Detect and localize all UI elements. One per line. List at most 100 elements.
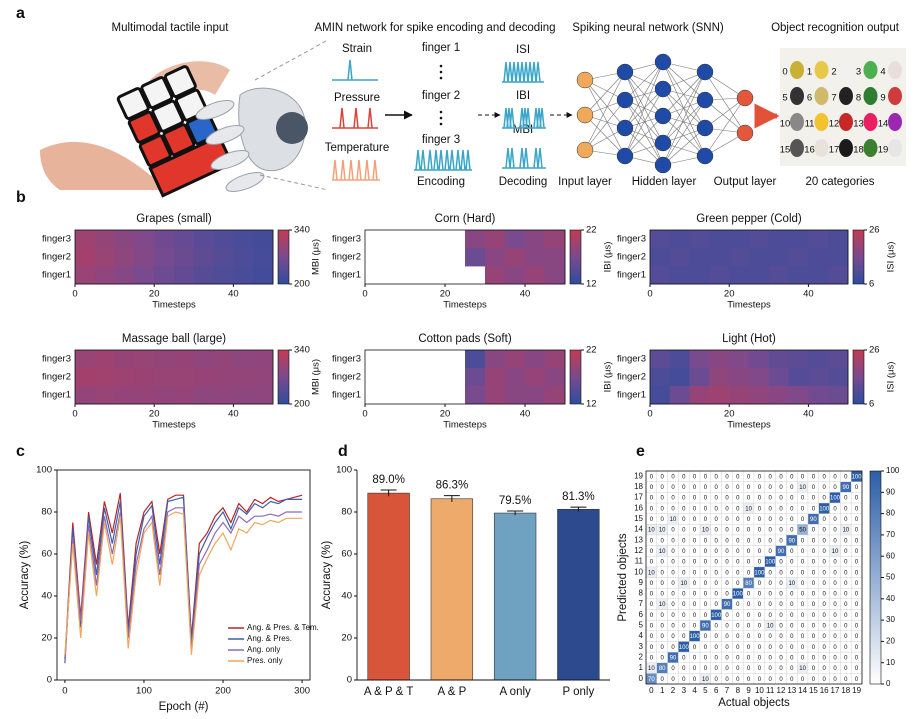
- object-id: 8: [856, 93, 861, 104]
- cell-value: 0: [812, 496, 816, 502]
- cell-value: 0: [833, 602, 837, 608]
- cell-value: 0: [801, 517, 805, 523]
- cell-value: 0: [758, 655, 762, 661]
- heat-cell: [545, 386, 566, 405]
- bar: [557, 508, 600, 681]
- cell-value: 0: [844, 538, 848, 544]
- cell-value: 0: [682, 528, 686, 534]
- cell-value: 0: [671, 624, 675, 630]
- cell-value: 0: [823, 613, 827, 619]
- object-photo: [888, 61, 902, 79]
- robot-finger: [205, 125, 245, 145]
- heat-cell: [233, 248, 254, 267]
- cell-value: 0: [823, 560, 827, 566]
- plot-frame: [74, 349, 274, 405]
- cell-value: 0: [736, 677, 740, 683]
- cell-value: 10: [648, 570, 655, 576]
- object-id: 3: [856, 67, 861, 78]
- cell-value: 0: [833, 624, 837, 630]
- cell-value: 0: [833, 666, 837, 672]
- cell-value: 0: [661, 496, 665, 502]
- cell-value: 0: [779, 570, 783, 576]
- heat-cell: [709, 386, 730, 405]
- heat-cell: [253, 230, 274, 249]
- cell-value: 0: [650, 624, 654, 630]
- cell-value: 0: [682, 506, 686, 512]
- cell-value: 0: [725, 485, 729, 491]
- cell-value: 0: [650, 517, 654, 523]
- heat-cell: [808, 266, 829, 285]
- cell-value: 80: [745, 581, 752, 587]
- heatmap-title: Massage ball (large): [122, 333, 226, 345]
- cell-value: 0: [844, 645, 848, 651]
- cell-value: 0: [736, 602, 740, 608]
- heat-cell: [729, 386, 750, 405]
- cell-value: 0: [823, 666, 827, 672]
- mbi-spike: [537, 147, 543, 169]
- cell-value: 0: [736, 517, 740, 523]
- cell-value: 0: [715, 496, 719, 502]
- object-photo: [790, 139, 804, 157]
- heat-cell: [505, 248, 526, 267]
- cell-value: 0: [844, 581, 848, 587]
- cell-value: 0: [725, 634, 729, 640]
- encoding-spike: [438, 149, 444, 171]
- cell-value: 0: [844, 602, 848, 608]
- temperature-spike: [332, 159, 338, 181]
- snn-node: [616, 119, 634, 137]
- cell-value: 0: [747, 496, 751, 502]
- cell-value: 0: [650, 560, 654, 566]
- snn-edge: [624, 61, 664, 157]
- cell-value: 0: [758, 666, 762, 672]
- heat-cell: [505, 368, 526, 387]
- heat-cell: [253, 266, 274, 285]
- value-label: 79.5%: [499, 495, 532, 507]
- panel-label: d: [338, 443, 348, 460]
- row-label: finger3: [332, 234, 361, 245]
- heat-cell: [689, 386, 710, 405]
- cell-value: 0: [704, 474, 708, 480]
- cell-value: 0: [725, 506, 729, 512]
- cell-value: 0: [682, 655, 686, 661]
- heat-cell: [154, 266, 175, 285]
- y-tick-label: 13: [634, 535, 643, 544]
- cell-value: 0: [671, 496, 675, 502]
- heat-cell: [485, 350, 506, 369]
- snn-node: [616, 91, 634, 109]
- cell-value: 0: [833, 645, 837, 651]
- heat-cell: [545, 248, 566, 267]
- cell-value: 0: [779, 634, 783, 640]
- colorbar: [869, 470, 882, 685]
- cell-value: 0: [801, 570, 805, 576]
- cell-value: 0: [704, 592, 708, 598]
- encoding-spike: [420, 149, 426, 171]
- snn-edge: [624, 71, 664, 117]
- cell-value: 0: [725, 677, 729, 683]
- cell-value: 70: [648, 677, 655, 683]
- snn-node: [616, 147, 634, 165]
- cell-value: 0: [747, 485, 751, 491]
- x-tick-label: 7: [725, 686, 730, 695]
- isi-spike: [535, 61, 541, 83]
- x-tick-label: 0: [72, 409, 77, 420]
- colorbar: [277, 349, 290, 405]
- heat-cell: [174, 248, 195, 267]
- cell-value: 0: [650, 645, 654, 651]
- isi-spike: [523, 61, 529, 83]
- cell-value: 0: [661, 506, 665, 512]
- snn-edge: [662, 71, 706, 117]
- cell-value: 0: [736, 560, 740, 566]
- x-tick-label: 15: [809, 686, 818, 695]
- heat-cell: [193, 350, 214, 369]
- cell-value: 0: [736, 634, 740, 640]
- heat-cell: [828, 368, 849, 387]
- cell-value: 100: [690, 634, 701, 640]
- cell-value: 0: [790, 517, 794, 523]
- cell-value: 0: [715, 560, 719, 566]
- cell-value: 0: [747, 517, 751, 523]
- cell-value: 0: [693, 496, 697, 502]
- row-label: finger3: [332, 354, 361, 365]
- cell-value: 0: [801, 613, 805, 619]
- object-id: 12: [829, 119, 840, 130]
- cell-value: 0: [736, 485, 740, 491]
